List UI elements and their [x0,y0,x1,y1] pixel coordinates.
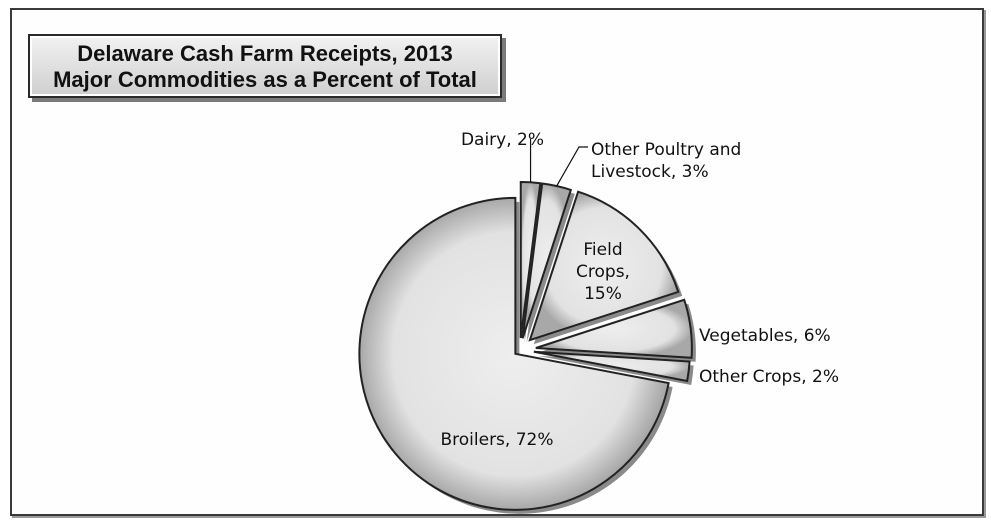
slice-label-line: Broilers, 72% [440,430,553,450]
slice-label-dairy: Dairy, 2% [461,130,544,150]
slice-label-line: Other Poultry and [591,140,741,160]
slice-shadow-other-crops [537,355,694,385]
slice-label-line: Field [583,240,622,260]
leader-line-other-poultry-and-livestock [556,146,588,187]
slice-label-line: 15% [584,284,622,304]
pie-slice-other-crops [533,350,691,383]
slice-label-line: Livestock, 3% [591,162,709,182]
pie-slice-dairy [519,181,542,339]
slice-label-other-poultry-and-livestock: Other Poultry and Livestock, 3% [591,140,741,182]
slice-label-line: Dairy, 2% [461,130,544,150]
pie-slice-vegetables [535,298,693,359]
slice-label-vegetables: Vegetables, 6% [699,326,831,346]
slice-label-line: Vegetables, 6% [699,326,831,346]
chart-subtitle: Major Commodities as a Percent of Total [53,67,477,92]
slice-label-broilers: Broilers, 72% [440,430,553,450]
slice-label-line: Other Crops, 2% [699,367,839,387]
slice-label-other-crops: Other Crops, 2% [699,367,839,387]
chart-title: Delaware Cash Farm Receipts, 2013 [77,41,453,66]
slice-label-line: Crops, [576,262,630,282]
pie-slice-broilers [358,196,670,511]
chart-title-box: Delaware Cash Farm Receipts, 2013 Major … [28,34,502,98]
pie-slice-field-crops [528,190,680,342]
slice-label-field-crops: Field Crops, 15% [576,240,630,304]
slice-shadow-other-poultry-and-livestock [526,187,575,343]
